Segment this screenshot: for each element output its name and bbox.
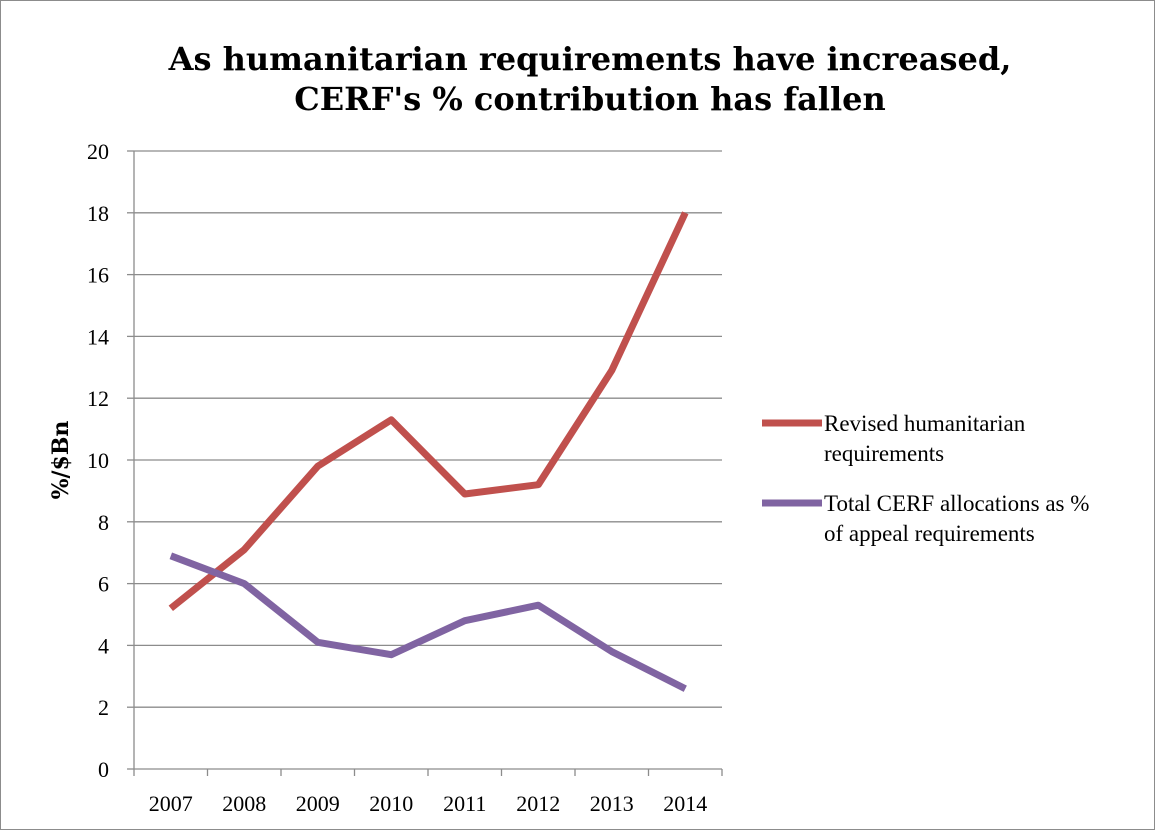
y-tick-label: 16 (87, 263, 109, 288)
x-tick-label: 2011 (443, 791, 486, 816)
y-tick-label: 2 (98, 695, 109, 720)
chart-title-line-2: CERF's % contribution has fallen (294, 80, 885, 118)
chart-title-line-1: As humanitarian requirements have increa… (168, 40, 1012, 78)
series-line-2 (169, 552, 687, 692)
series-line-1 (168, 211, 689, 612)
y-tick-label: 8 (98, 510, 109, 535)
x-tick-label: 2014 (663, 791, 707, 816)
y-axis-ticks: 0 2 4 6 8 10 12 14 16 18 20 (87, 139, 109, 782)
y-axis-label: %/$Bn (48, 421, 74, 500)
x-tick-label: 2009 (296, 791, 340, 816)
x-tick-label: 2010 (369, 791, 413, 816)
y-tick-label: 6 (98, 572, 109, 597)
y-tick-label: 0 (98, 757, 109, 782)
x-tick-label: 2013 (590, 791, 634, 816)
legend: Revised humanitarian requirements Total CE… (762, 411, 1089, 546)
y-tick-label: 20 (87, 139, 109, 164)
legend-label-1: Revised humanitarian (824, 411, 1026, 436)
series-lines (168, 211, 689, 692)
x-tick-label: 2007 (149, 791, 193, 816)
y-tick-label: 12 (87, 386, 109, 411)
legend-label-1: requirements (824, 441, 944, 466)
gridlines (127, 150, 723, 776)
y-tick-label: 18 (87, 201, 109, 226)
legend-label-2: of appeal requirements (824, 521, 1035, 546)
y-tick-label: 10 (87, 448, 109, 473)
x-axis-ticks: 2007 2008 2009 2010 2011 2012 2013 2014 (149, 791, 708, 816)
y-tick-label: 4 (98, 633, 109, 658)
x-tick-label: 2012 (516, 791, 560, 816)
y-tick-label: 14 (87, 324, 109, 349)
legend-label-2: Total CERF allocations as % (824, 491, 1089, 516)
x-tick-label: 2008 (222, 791, 266, 816)
